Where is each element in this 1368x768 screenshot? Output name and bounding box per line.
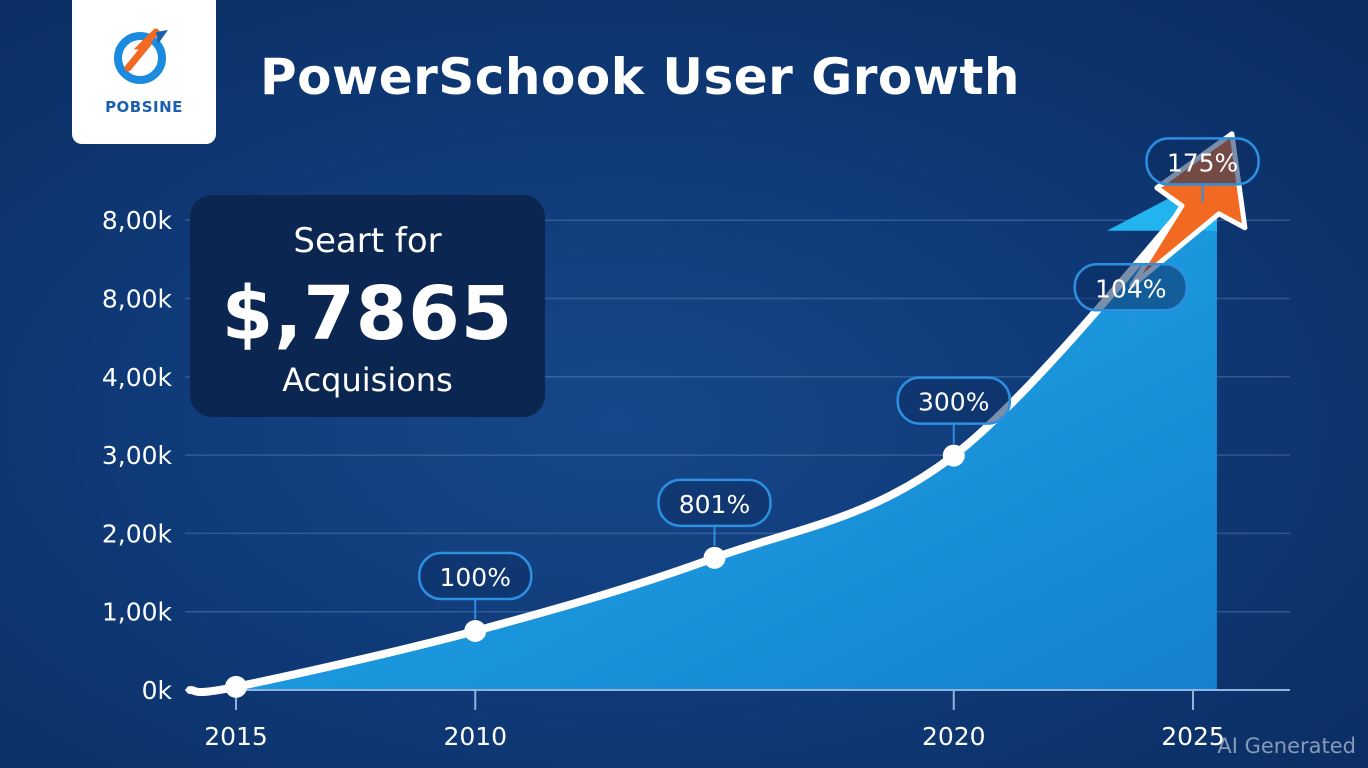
logo-text: POBSINE: [105, 98, 183, 116]
callout-heading: Seart for: [293, 221, 442, 261]
y-tick-label: 1,00k: [102, 598, 173, 627]
logo: POBSINE: [72, 0, 216, 144]
x-tick-label: 2010: [443, 722, 507, 751]
data-point: [225, 675, 247, 698]
x-tick-label: 2025: [1161, 722, 1225, 751]
y-tick-label: 8,00k: [102, 285, 173, 314]
callout-value: $,7865: [221, 271, 514, 357]
page-title: PowerSchook User Growth: [260, 48, 1020, 106]
y-tick-label: 0k: [142, 676, 173, 705]
y-tick-label: 2,00k: [102, 519, 173, 548]
growth-line: [186, 166, 1221, 697]
logo-mark-icon: [114, 28, 168, 84]
growth-area: [190, 170, 1217, 693]
data-label: 300%: [918, 388, 989, 417]
data-point: [942, 444, 965, 467]
y-tick-label: 3,00k: [102, 441, 173, 470]
data-label: 801%: [679, 490, 750, 519]
data-label-box: [418, 551, 533, 601]
x-tick-label: 2020: [922, 722, 986, 751]
data-point: [703, 546, 726, 569]
acquisition-callout: Seart for $,7865 Acquisions: [190, 195, 545, 417]
watermark: AI Generated: [1217, 734, 1356, 758]
data-label: 175%: [1167, 148, 1238, 177]
data-label-box: [657, 478, 772, 528]
y-tick-label: 8,00k: [102, 206, 173, 235]
data-label-box: [896, 376, 1011, 425]
y-tick-label: 4,00k: [102, 363, 173, 392]
data-label: 100%: [440, 563, 511, 592]
data-label: 104%: [1095, 274, 1166, 303]
data-label-box: [1073, 263, 1189, 312]
data-label-box: [1145, 137, 1260, 186]
callout-caption: Acquisions: [282, 361, 453, 399]
data-point: [464, 620, 487, 642]
x-tick-label: 2015: [204, 722, 268, 751]
